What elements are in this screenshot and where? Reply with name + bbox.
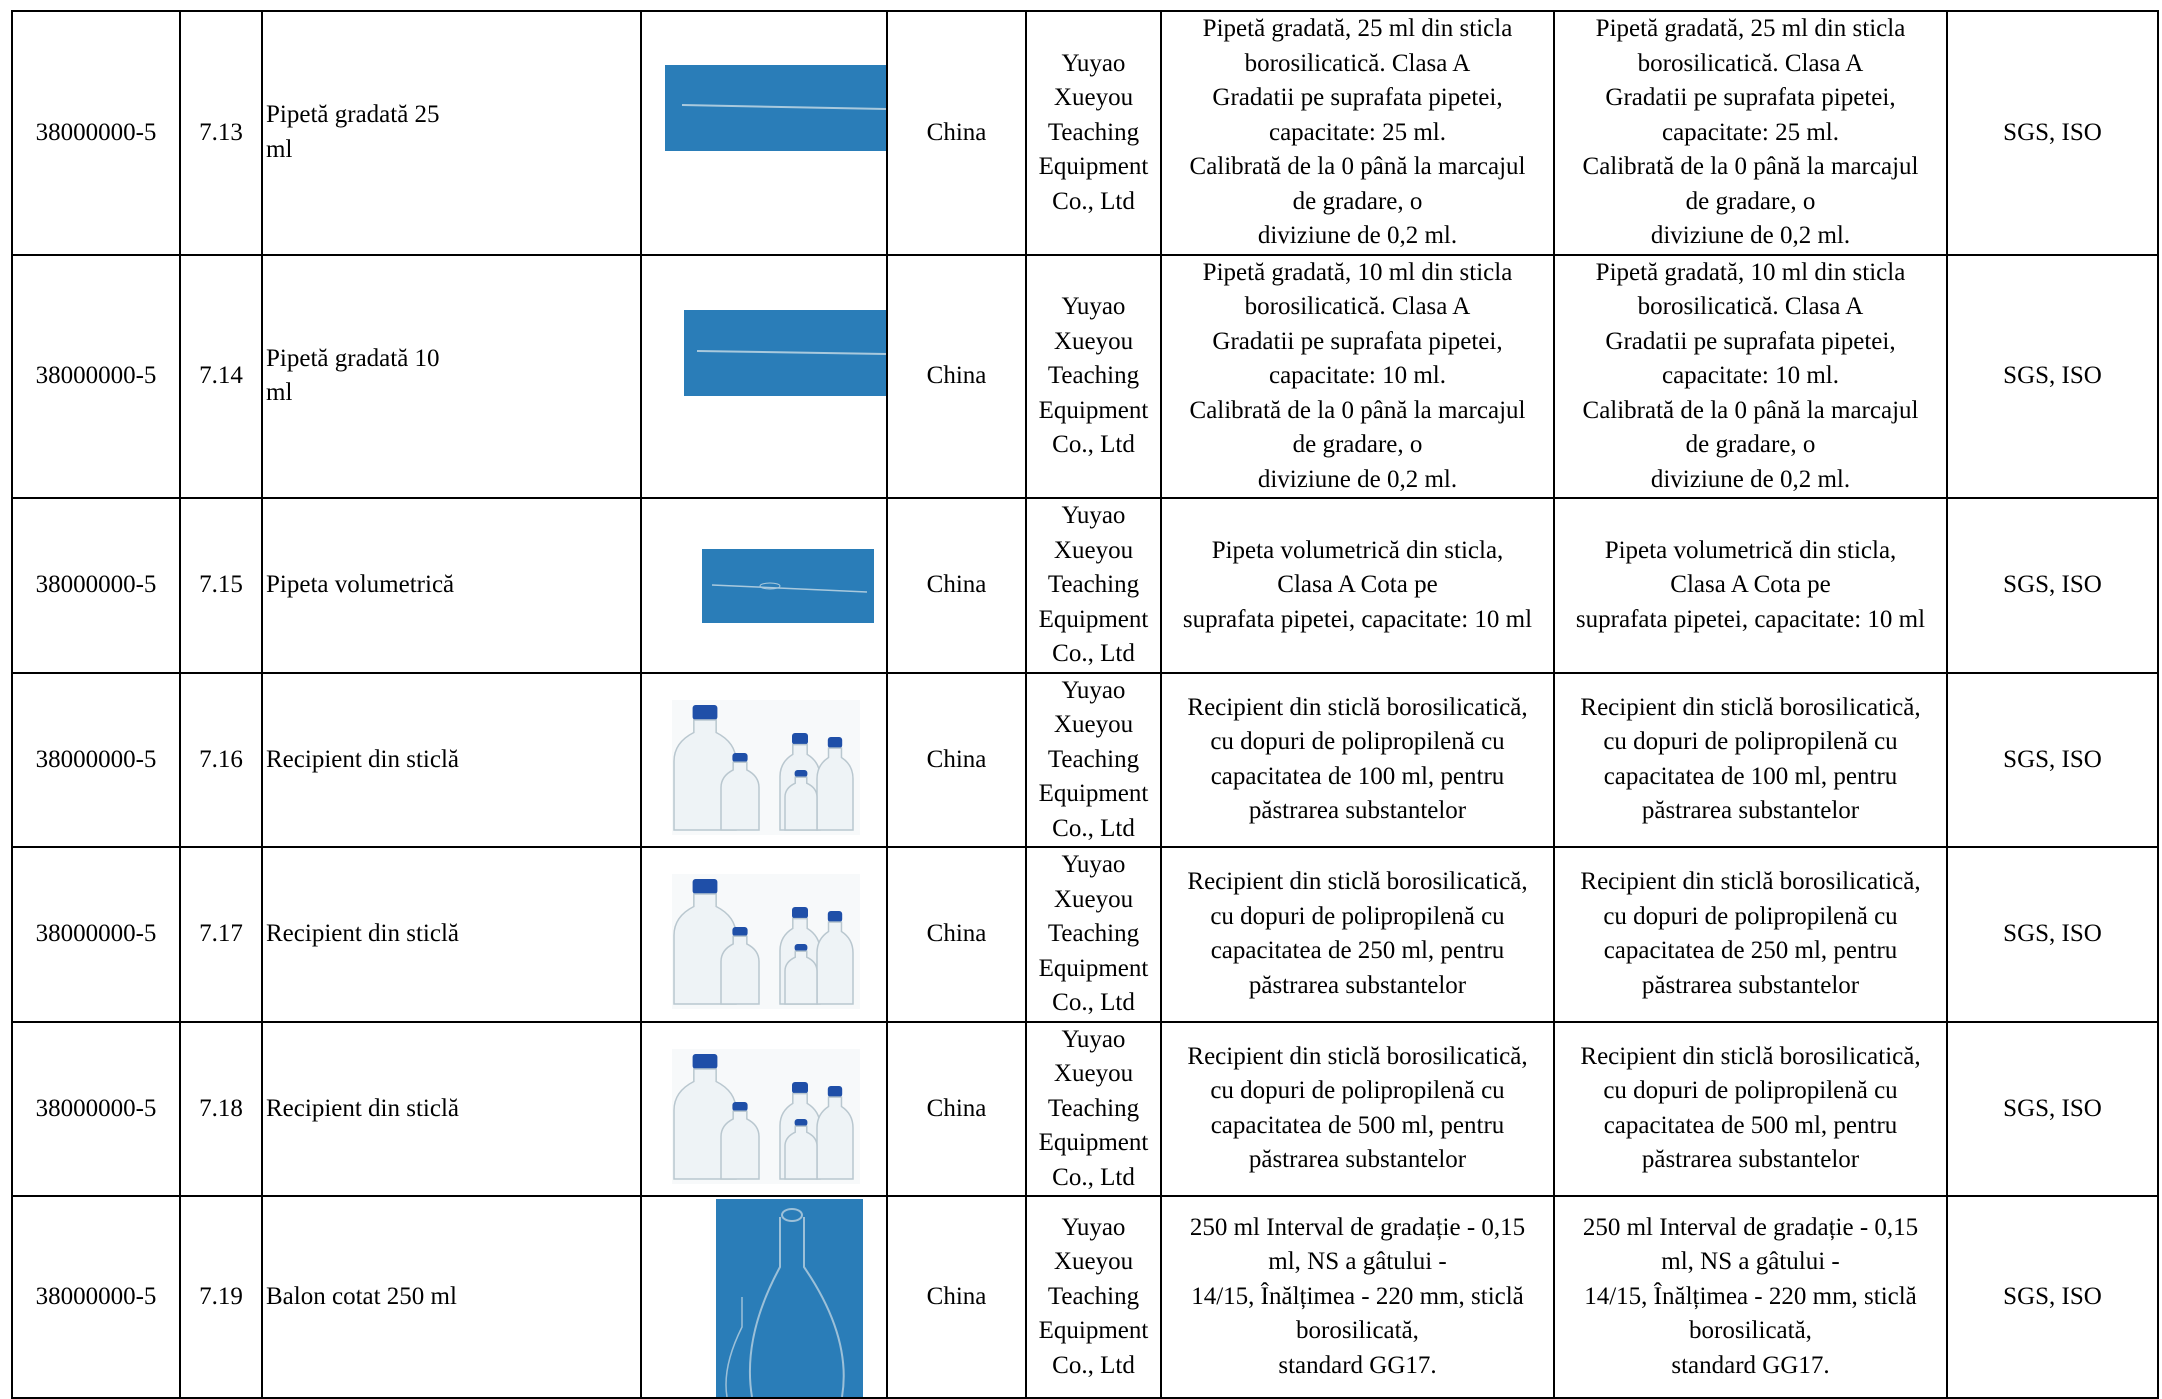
offered-spec: Recipient din sticlă borosilicatică, cu … bbox=[1553, 671, 1948, 848]
product-name-text: Recipient din sticlă bbox=[266, 920, 460, 947]
required-spec: Recipient din sticlă borosilicatică, cu … bbox=[1160, 846, 1555, 1023]
product-name-text: Recipient din sticlă bbox=[266, 745, 460, 773]
table-row: 38000000-5 7.19 Balon cotat 250 ml China Yuy… bbox=[11, 1195, 2159, 1399]
certification: SGS, ISO bbox=[1946, 253, 2159, 499]
origin: China bbox=[886, 671, 1027, 848]
product-name-text: Pipetă gradată 10 ml bbox=[266, 344, 440, 407]
product-name: Pipetă gradată 10 ml bbox=[261, 253, 642, 499]
offered-spec: Recipient din sticlă borosilicatică, cu … bbox=[1553, 846, 1948, 1023]
product-name: Recipient din sticlă bbox=[261, 1020, 642, 1197]
origin: China bbox=[886, 10, 1027, 256]
certification: SGS, ISO bbox=[1946, 671, 2159, 848]
item-number: 7.13 bbox=[179, 10, 263, 256]
product-code: 38000000-5 bbox=[11, 1020, 181, 1197]
product-code: 38000000-5 bbox=[11, 253, 181, 499]
product-code: 38000000-5 bbox=[11, 10, 181, 256]
manufacturer: Yuyao Xueyou Teaching Equipment Co., Ltd bbox=[1025, 671, 1162, 848]
product-name: Balon cotat 250 ml bbox=[261, 1195, 642, 1399]
origin: China bbox=[886, 1195, 1027, 1399]
item-number: 7.16 bbox=[179, 671, 263, 848]
table-row: 38000000-5 7.16 Recipient din sticlă China Y… bbox=[11, 671, 2159, 848]
manufacturer: Yuyao Xueyou Teaching Equipment Co., Ltd bbox=[1025, 497, 1162, 674]
required-spec: Recipient din sticlă borosilicatică, cu … bbox=[1160, 671, 1555, 848]
certification: SGS, ISO bbox=[1946, 846, 2159, 1023]
product-name: Recipient din sticlă bbox=[261, 671, 642, 848]
page: {"table": {"rows": [ {"cells": ["3800000… bbox=[11, 10, 2159, 1399]
product-image bbox=[640, 253, 888, 499]
origin: China bbox=[886, 253, 1027, 499]
origin: China bbox=[886, 497, 1027, 674]
certification: SGS, ISO bbox=[1946, 497, 2159, 674]
certification: SGS, ISO bbox=[1946, 1195, 2159, 1399]
required-spec: 250 ml Interval de gradație - 0,15 ml, N… bbox=[1160, 1195, 1555, 1399]
required-spec: Pipeta volumetrică din sticla, Clasa A C… bbox=[1160, 497, 1555, 674]
offered-spec: Recipient din sticlă borosilicatică, cu … bbox=[1553, 1020, 1948, 1197]
product-image bbox=[640, 846, 888, 1023]
offered-spec: Pipeta volumetrică din sticla, Clasa A C… bbox=[1553, 497, 1948, 674]
manufacturer: Yuyao Xueyou Teaching Equipment Co., Ltd bbox=[1025, 846, 1162, 1023]
product-name-text: Recipient din sticlă bbox=[266, 1094, 460, 1122]
table-row: 38000000-5 7.18 Recipient din sticlă China Y… bbox=[11, 1020, 2159, 1197]
product-image bbox=[640, 497, 888, 674]
origin: China bbox=[886, 846, 1027, 1023]
required-spec: Pipetă gradată, 25 ml din sticla borosil… bbox=[1160, 10, 1555, 256]
product-code: 38000000-5 bbox=[11, 497, 181, 674]
product-image bbox=[640, 10, 888, 256]
manufacturer: Yuyao Xueyou Teaching Equipment Co., Ltd bbox=[1025, 10, 1162, 256]
manufacturer: Yuyao Xueyou Teaching Equipment Co., Ltd bbox=[1025, 253, 1162, 499]
offered-spec: Pipetă gradată, 10 ml din sticla borosil… bbox=[1553, 253, 1948, 499]
item-number: 7.19 bbox=[179, 1195, 263, 1399]
product-code: 38000000-5 bbox=[11, 846, 181, 1023]
offered-spec: Pipetă gradată, 25 ml din sticla borosil… bbox=[1553, 10, 1948, 256]
manufacturer: Yuyao Xueyou Teaching Equipment Co., Ltd bbox=[1025, 1020, 1162, 1197]
product-name-text: Balon cotat 250 ml bbox=[266, 1282, 457, 1310]
product-code: 38000000-5 bbox=[11, 1195, 181, 1399]
table-row: 38000000-5 7.14 Pipetă gradată 10 ml China Y… bbox=[11, 253, 2159, 499]
product-name: Pipetă gradată 25 ml bbox=[261, 10, 642, 256]
table-row: 38000000-5 7.17 Recipient din sticlă China Y… bbox=[11, 846, 2159, 1023]
product-table: 38000000-5 7.13 Pipetă gradată 25 ml China Y… bbox=[11, 10, 2159, 1399]
product-code: 38000000-5 bbox=[11, 671, 181, 848]
product-name-text: Pipeta volumetrică bbox=[266, 571, 455, 598]
table-row: 38000000-5 7.13 Pipetă gradată 25 ml China Y… bbox=[11, 10, 2159, 256]
product-image bbox=[640, 671, 888, 848]
manufacturer: Yuyao Xueyou Teaching Equipment Co., Ltd bbox=[1025, 1195, 1162, 1399]
item-number: 7.17 bbox=[179, 846, 263, 1023]
certification: SGS, ISO bbox=[1946, 10, 2159, 256]
item-number: 7.15 bbox=[179, 497, 263, 674]
product-name-text: Pipetă gradată 25 ml bbox=[266, 101, 440, 163]
item-number: 7.18 bbox=[179, 1020, 263, 1197]
origin: China bbox=[886, 1020, 1027, 1197]
required-spec: Pipetă gradată, 10 ml din sticla borosil… bbox=[1160, 253, 1555, 499]
product-name: Pipeta volumetrică bbox=[261, 497, 642, 674]
required-spec: Recipient din sticlă borosilicatică, cu … bbox=[1160, 1020, 1555, 1197]
product-image bbox=[640, 1195, 888, 1399]
product-image bbox=[640, 1020, 888, 1197]
offered-spec: 250 ml Interval de gradație - 0,15 ml, N… bbox=[1553, 1195, 1948, 1399]
item-number: 7.14 bbox=[179, 253, 263, 499]
table-row: 38000000-5 7.15 Pipeta volumetrică China Yuy… bbox=[11, 497, 2159, 674]
product-name: Recipient din sticlă bbox=[261, 846, 642, 1023]
certification: SGS, ISO bbox=[1946, 1020, 2159, 1197]
